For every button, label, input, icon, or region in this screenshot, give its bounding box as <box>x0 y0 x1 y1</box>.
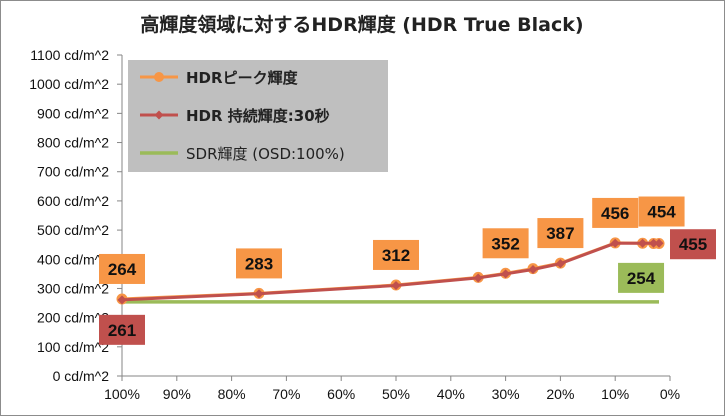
chart-title: 高輝度領域に対するHDR輝度 (HDR True Black) <box>140 13 583 36</box>
y-tick-label: 400 cd/m^2 <box>37 251 109 267</box>
data-label-box <box>670 229 716 260</box>
y-axis-ticks: 0 cd/m^2 100 cd/m^2 200 cd/m^2 300 cd/m^2 40… <box>29 47 122 384</box>
legend: HDRピーク輝度 HDR 持続輝度:30秒 SDR輝度 (OSD:100%) <box>128 60 388 172</box>
x-tick-label: 70% <box>272 386 300 402</box>
y-tick-label: 200 cd/m^2 <box>37 310 109 326</box>
data-point <box>649 238 659 248</box>
y-tick-label: 500 cd/m^2 <box>37 222 109 238</box>
data-label: 387 <box>546 224 574 243</box>
data-point <box>473 273 483 283</box>
data-label: 254 <box>627 269 656 288</box>
y-tick-label: 800 cd/m^2 <box>37 135 109 151</box>
data-label-box <box>638 196 685 227</box>
data-point <box>654 238 664 248</box>
x-tick-label: 50% <box>382 386 410 402</box>
x-tick-label: 10% <box>601 386 629 402</box>
x-tick-label: 100% <box>104 386 140 402</box>
data-label-box <box>618 262 665 293</box>
data-label: 264 <box>108 260 137 279</box>
y-tick-label: 900 cd/m^2 <box>37 105 109 121</box>
data-label-box <box>537 218 584 249</box>
legend-swatch-marker <box>154 72 164 82</box>
data-label: 352 <box>491 234 519 253</box>
x-axis-ticks: 100% 90% 80% 70% 60% 50% 40% 30% 20% 10% 0% <box>104 376 680 402</box>
data-point <box>638 238 648 248</box>
data-point <box>528 264 538 274</box>
data-labels: 264 283 312 352 387 456 454 261 455 254 <box>99 196 716 345</box>
data-point <box>117 295 127 305</box>
data-label: 455 <box>679 235 707 254</box>
y-tick-label: 700 cd/m^2 <box>37 164 109 180</box>
data-label: 312 <box>382 246 410 265</box>
data-point <box>501 269 511 279</box>
y-tick-label: 1000 cd/m^2 <box>29 76 109 92</box>
data-label-box <box>236 248 282 279</box>
data-label-box <box>99 314 145 345</box>
y-tick-label: 0 cd/m^2 <box>53 368 110 384</box>
data-label-box <box>373 239 419 270</box>
series-layer <box>116 237 665 305</box>
data-label-box <box>99 253 145 284</box>
x-tick-label: 60% <box>327 386 355 402</box>
y-tick-label: 1100 cd/m^2 <box>30 47 109 63</box>
data-label: 456 <box>601 204 629 223</box>
legend-label: HDR 持続輝度:30秒 <box>186 107 330 125</box>
data-point <box>610 238 620 248</box>
x-tick-label: 90% <box>163 386 191 402</box>
data-point <box>391 281 401 291</box>
x-tick-label: 80% <box>218 386 246 402</box>
legend-swatch-marker <box>154 110 164 120</box>
x-tick-label: 0% <box>660 386 680 402</box>
legend-label: SDR輝度 (OSD:100%) <box>186 145 345 163</box>
data-label-box <box>482 228 529 259</box>
y-tick-label: 600 cd/m^2 <box>37 193 109 209</box>
data-point <box>254 289 264 299</box>
y-tick-label: 100 cd/m^2 <box>37 339 109 355</box>
x-tick-label: 40% <box>437 386 465 402</box>
data-point <box>555 259 565 269</box>
data-label: 454 <box>647 203 676 222</box>
data-label: 261 <box>108 321 136 340</box>
y-tick-label: 300 cd/m^2 <box>37 280 109 296</box>
x-tick-label: 20% <box>546 386 574 402</box>
legend-label: HDRピーク輝度 <box>186 69 299 87</box>
data-label-box <box>592 197 639 228</box>
data-label: 283 <box>245 254 273 273</box>
x-tick-label: 30% <box>492 386 520 402</box>
